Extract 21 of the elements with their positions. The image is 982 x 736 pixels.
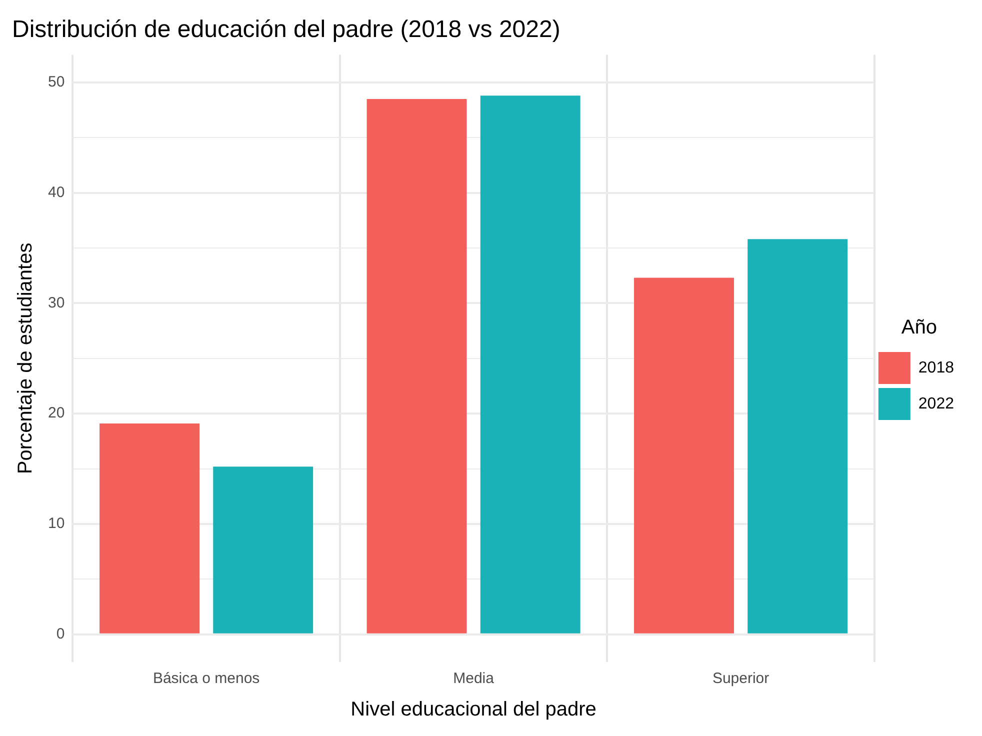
bar xyxy=(366,98,467,634)
x-tick-label: Básica o menos xyxy=(152,670,260,688)
bar xyxy=(748,239,848,634)
y-axis-title: Porcentaje de estudiantes xyxy=(14,242,37,474)
y-tick-label: 10 xyxy=(48,515,65,532)
y-tick-label: 40 xyxy=(48,184,65,201)
legend-label: 2018 xyxy=(918,359,954,376)
x-axis-title: Nivel educacional del padre xyxy=(350,698,596,721)
chart-title: Distribución de educación del padre (2018 vs 2022) xyxy=(12,16,560,44)
bar xyxy=(100,424,200,634)
bar xyxy=(634,278,734,634)
bar xyxy=(480,96,580,634)
y-tick-label: 30 xyxy=(48,294,65,312)
legend-label: 2022 xyxy=(918,395,954,412)
x-tick-label: Media xyxy=(453,670,495,688)
y-tick-label: 50 xyxy=(48,74,65,91)
x-tick-label: Superior xyxy=(712,670,770,688)
y-tick-label: 20 xyxy=(48,404,65,422)
y-tick-label: 0 xyxy=(56,626,65,643)
bar xyxy=(213,466,314,634)
legend-title: Año xyxy=(901,316,937,339)
